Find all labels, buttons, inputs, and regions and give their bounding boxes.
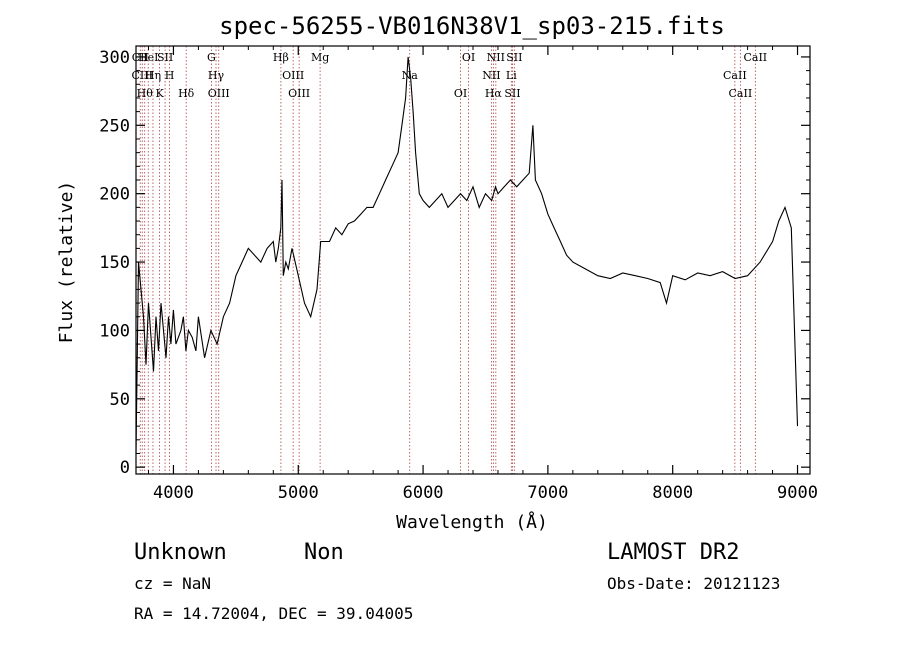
line-label: Hδ [178,87,195,100]
y-axis: 0 50 100 150 200 250 300 [99,48,810,478]
cz-value: cz = NaN [134,574,211,593]
line-label: Hη [145,69,161,82]
y-tick-label: 250 [99,116,130,136]
coordinates: RA = 14.72004, DEC = 39.04005 [134,604,413,623]
line-label: OIII [288,87,310,100]
x-tick-label: 9000 [777,483,818,503]
line-label: NII [482,69,500,82]
line-label: SII [506,51,522,64]
line-label: CIII [132,69,153,82]
spectrum-series [135,56,799,454]
chart-title: spec-56255-VB016N38V1_sp03-215.fits [219,12,725,40]
line-label: OI [454,87,467,100]
x-tick-label: 7000 [527,483,568,503]
line-label: Li [506,69,517,82]
line-label: Hβ [273,51,289,64]
line-label: OIII [282,69,304,82]
line-label: CaII [743,51,767,64]
line-label: OI [462,51,475,64]
line-label: G [207,51,216,64]
x-axis: 4000 5000 6000 7000 8000 9000 [147,46,818,503]
line-label: HeI [138,51,158,64]
line-label: NII [487,51,505,64]
subclass-label: Non [304,540,344,565]
emission-lines [139,46,756,474]
line-label: CaII [723,69,747,82]
plot-frame [135,45,811,475]
y-tick-label: 300 [99,48,130,68]
y-axis-label: Flux (relative) [56,181,77,344]
obs-date: Obs-Date: 20121123 [607,574,780,593]
y-tick-label: 100 [99,321,130,341]
line-label: SII [504,87,520,100]
line-label: K [155,87,164,100]
y-tick-label: 50 [110,390,130,410]
y-tick-label: 150 [99,253,130,273]
x-tick-label: 8000 [652,483,693,503]
x-tick-label: 5000 [278,483,319,503]
line-labels: CIICIIIHθHeIHηKSIIHHδGHγOIIIHβOIIIOIIIMg… [132,51,768,100]
y-tick-label: 0 [120,458,130,478]
class-label: Unknown [134,540,227,565]
line-label: Hγ [208,69,225,82]
line-label: SII [157,51,173,64]
survey-label: LAMOST DR2 [607,540,739,565]
line-label: OIII [208,87,230,100]
line-label: Mg [311,51,329,64]
line-label: CaII [729,87,753,100]
x-tick-label: 4000 [153,483,194,503]
x-tick-label: 6000 [403,483,444,503]
line-label: Hθ [137,87,154,100]
line-label: Hα [485,87,503,100]
y-tick-label: 200 [99,185,130,205]
x-axis-label: Wavelength (Å) [396,511,548,533]
line-label: H [165,69,175,82]
